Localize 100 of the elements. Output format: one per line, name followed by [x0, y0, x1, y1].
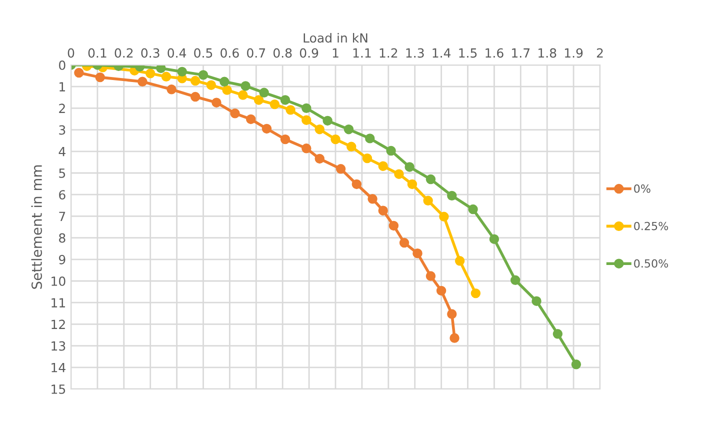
point — [447, 190, 457, 201]
point — [156, 65, 166, 74]
point — [532, 296, 542, 306]
x-tick-label: 1.1 — [353, 48, 371, 58]
point — [399, 238, 410, 248]
point — [552, 329, 563, 339]
x-tick-label: 1 — [332, 48, 338, 58]
y-tick-label: 4 — [58, 147, 66, 156]
point — [346, 142, 356, 152]
y-axis-title: Settlement in mm — [31, 165, 42, 289]
point — [138, 76, 148, 86]
point — [336, 164, 346, 174]
point — [212, 98, 222, 108]
point — [426, 174, 436, 184]
point — [439, 212, 449, 222]
point — [468, 204, 478, 214]
point — [145, 68, 156, 78]
point — [378, 206, 388, 216]
point — [220, 76, 230, 86]
point — [489, 234, 500, 244]
point — [412, 248, 422, 258]
x-tick-label: 0 — [68, 48, 74, 58]
legend-label: 0% — [634, 184, 650, 193]
legend-label: 0.25% — [634, 222, 668, 230]
point — [426, 271, 436, 281]
point — [450, 333, 460, 343]
point — [190, 76, 200, 86]
point — [254, 95, 264, 105]
x-tick-label: 1.2 — [380, 48, 398, 58]
x-tick-label: 0.8 — [273, 48, 292, 58]
point — [388, 220, 399, 231]
y-tick-label: 2 — [59, 104, 65, 113]
point — [259, 88, 269, 98]
point — [365, 134, 375, 144]
point — [238, 90, 248, 100]
point — [378, 161, 388, 171]
point — [270, 99, 280, 110]
point — [198, 70, 208, 80]
point — [286, 105, 296, 115]
point — [95, 72, 105, 82]
x-tick-label: 1.3 — [406, 48, 424, 58]
y-tick-label: 0 — [59, 60, 66, 70]
x-tick-label: 0.1 — [88, 48, 106, 58]
point — [206, 80, 216, 90]
x-axis-title: Load in kN — [304, 32, 368, 43]
y-tick-label: 7 — [59, 212, 66, 221]
y-tick-label: 9 — [58, 254, 66, 264]
point — [368, 194, 378, 204]
y-tick-label: 14 — [52, 363, 66, 372]
point — [344, 124, 354, 134]
point — [330, 134, 340, 144]
point — [177, 66, 187, 77]
point — [280, 134, 290, 144]
point — [240, 81, 250, 91]
point — [190, 92, 200, 102]
x-tick-label: 0.9 — [300, 48, 318, 58]
x-tick-label: 1.5 — [459, 48, 477, 58]
point — [423, 196, 433, 206]
point — [302, 115, 312, 125]
point — [262, 124, 272, 134]
point — [404, 162, 414, 172]
x-tick-label: 0.5 — [194, 48, 212, 58]
legend-label: 0.50% — [634, 259, 668, 268]
y-tick-label: 1 — [60, 82, 65, 92]
point — [161, 72, 172, 82]
point — [394, 169, 404, 179]
point — [314, 154, 324, 164]
y-tick-label: 5 — [59, 168, 66, 178]
x-tick-label: 2 — [596, 48, 603, 58]
x-tick-label: 1.8 — [538, 48, 556, 58]
x-tick-label: 1.4 — [432, 48, 451, 58]
y-tick-label: 13 — [52, 341, 66, 351]
point — [314, 124, 324, 134]
y-tick-label: 12 — [52, 320, 65, 329]
point — [302, 144, 312, 154]
point — [436, 286, 446, 296]
point — [510, 275, 520, 285]
y-tick-label: 11 — [52, 298, 65, 308]
y-tick-label: 6 — [59, 190, 66, 200]
point — [322, 116, 332, 126]
point — [222, 85, 232, 95]
x-tick-label: 1.6 — [486, 48, 504, 58]
x-tick-label: 1.7 — [512, 48, 530, 58]
x-tick-label: 0.3 — [141, 48, 160, 58]
point — [470, 288, 481, 298]
point — [386, 146, 396, 156]
point — [447, 309, 457, 319]
x-tick-label: 0.2 — [114, 48, 133, 58]
x-tick-label: 0.6 — [220, 48, 239, 58]
y-tick-label: 8 — [59, 233, 66, 243]
point — [230, 108, 240, 118]
x-tick-label: 0.4 — [168, 48, 186, 58]
y-tick-label: 3 — [59, 125, 66, 135]
y-tick-label: 15 — [52, 384, 66, 394]
y-tick-label: 10 — [52, 276, 66, 286]
point — [362, 153, 372, 164]
point — [571, 360, 582, 370]
point — [302, 103, 312, 114]
point — [246, 114, 256, 124]
x-tick-label: 0.7 — [247, 48, 266, 58]
